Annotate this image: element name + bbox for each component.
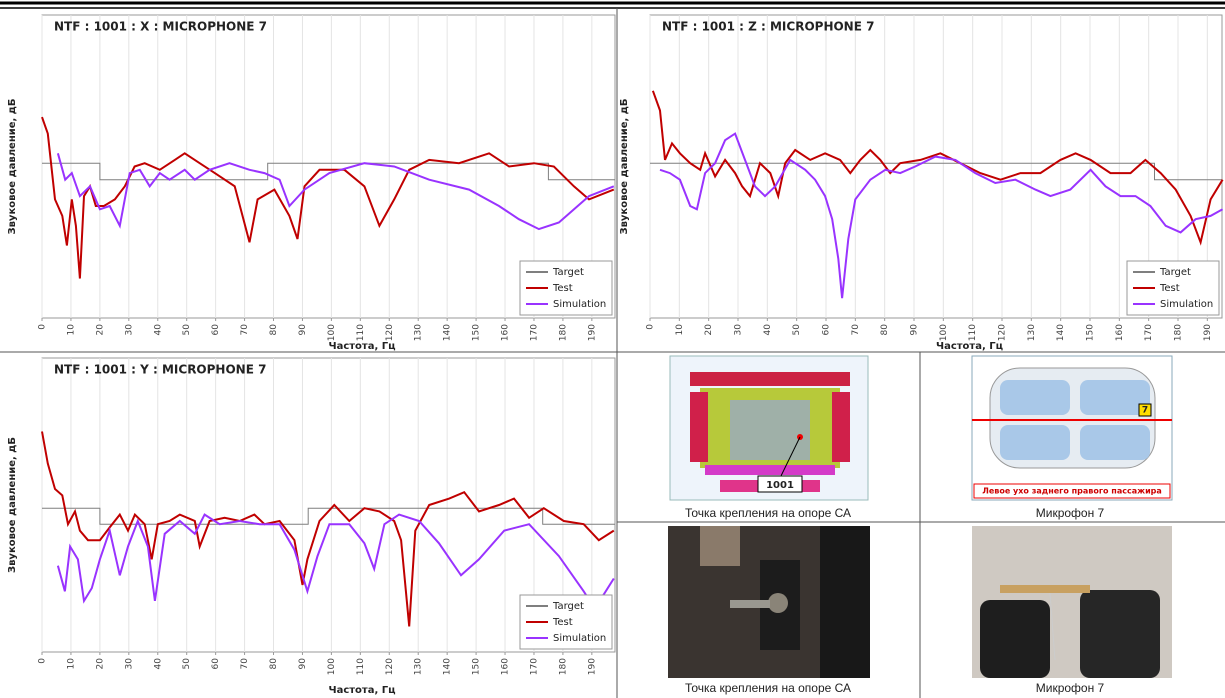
legend-label: Test	[552, 283, 573, 294]
x-tick-label: 40	[153, 324, 163, 336]
x-tick-label: 0	[38, 324, 48, 330]
chart-title: NTF : 1001 : Y : MICROPHONE 7	[54, 363, 266, 377]
photo-caption: Микрофон 7	[1036, 506, 1105, 520]
x-tick-label: 0	[38, 658, 48, 664]
x-tick-label: 170	[1144, 324, 1154, 341]
x-tick-label: 190	[587, 324, 597, 341]
x-tick-label: 130	[1027, 324, 1037, 341]
x-tick-label: 70	[240, 658, 250, 670]
y-axis-label: Звуковое давление, дБ	[7, 98, 18, 234]
x-tick-label: 180	[558, 324, 568, 341]
x-tick-label: 170	[529, 324, 539, 341]
photo-banner: Левое ухо заднего правого пассажира	[982, 487, 1162, 496]
x-tick-label: 90	[298, 324, 308, 336]
x-tick-label: 180	[1174, 324, 1184, 341]
x-tick-label: 50	[182, 658, 192, 670]
x-tick-label: 110	[968, 324, 978, 341]
x-tick-label: 80	[880, 324, 890, 336]
photo-microphone	[972, 526, 1172, 678]
photo-mount	[668, 526, 870, 678]
x-tick-label: 20	[95, 324, 105, 336]
x-axis-label: Частота, Гц	[936, 341, 1003, 352]
legend-label: Test	[1159, 283, 1180, 294]
photo-label: 1001	[766, 480, 794, 491]
photo-caption: Точка крепления на опоре СА	[685, 506, 851, 520]
x-tick-label: 40	[763, 324, 773, 336]
x-tick-label: 70	[240, 324, 250, 336]
x-tick-label: 90	[298, 658, 308, 670]
x-tick-label: 190	[1203, 324, 1213, 341]
photo-caption: Точка крепления на опоре СА	[685, 681, 851, 695]
chart-title: NTF : 1001 : Z : MICROPHONE 7	[662, 20, 874, 34]
x-tick-label: 80	[269, 658, 279, 670]
x-tick-label: 100	[327, 324, 337, 341]
x-tick-label: 150	[472, 324, 482, 341]
x-tick-label: 180	[558, 658, 568, 675]
x-tick-label: 130	[414, 658, 424, 675]
x-tick-label: 30	[734, 324, 744, 336]
legend-label: Target	[1159, 267, 1191, 278]
x-tick-label: 120	[998, 324, 1008, 341]
legend-label: Simulation	[1160, 299, 1213, 310]
x-tick-label: 110	[356, 658, 366, 675]
x-tick-label: 100	[939, 324, 949, 341]
y-axis-label: Звуковое давление, дБ	[7, 437, 18, 573]
x-tick-label: 160	[1115, 324, 1125, 341]
x-tick-label: 190	[587, 658, 597, 675]
x-tick-label: 10	[66, 658, 76, 670]
photo-label: 7	[1142, 406, 1148, 416]
photo-cabin-diagram: 7 Левое ухо заднего правого пассажира	[972, 356, 1172, 500]
photo-caption: Микрофон 7	[1036, 681, 1105, 695]
x-tick-label: 160	[501, 324, 511, 341]
x-tick-label: 40	[153, 658, 163, 670]
x-tick-label: 140	[1056, 324, 1066, 341]
legend-label: Target	[552, 601, 584, 612]
legend-label: Simulation	[553, 299, 606, 310]
x-tick-label: 70	[851, 324, 861, 336]
x-tick-label: 120	[385, 658, 395, 675]
x-tick-label: 90	[910, 324, 920, 336]
x-tick-label: 120	[385, 324, 395, 341]
chart-title: NTF : 1001 : X : MICROPHONE 7	[54, 20, 267, 34]
legend-label: Simulation	[553, 633, 606, 644]
x-axis-label: Частота, Гц	[329, 341, 396, 352]
legend-label: Test	[552, 617, 573, 628]
x-tick-label: 60	[211, 324, 221, 336]
x-tick-label: 170	[529, 658, 539, 675]
x-tick-label: 160	[501, 658, 511, 675]
x-tick-label: 140	[443, 658, 453, 675]
x-tick-label: 20	[95, 658, 105, 670]
x-tick-label: 140	[443, 324, 453, 341]
x-tick-label: 10	[675, 324, 685, 336]
y-axis-label: Звуковое давление, дБ	[619, 98, 630, 234]
x-tick-label: 20	[704, 324, 714, 336]
x-tick-label: 130	[414, 324, 424, 341]
x-axis-label: Частота, Гц	[329, 685, 396, 696]
x-tick-label: 80	[269, 324, 279, 336]
x-tick-label: 10	[66, 324, 76, 336]
x-tick-label: 60	[822, 324, 832, 336]
slide: 1001 Точка крепления на опоре СА 7 Левое…	[0, 0, 1225, 698]
photo-mount-drawing: 1001	[670, 356, 868, 500]
x-tick-label: 50	[182, 324, 192, 336]
x-tick-label: 30	[124, 658, 134, 670]
x-tick-label: 30	[124, 324, 134, 336]
x-tick-label: 0	[646, 324, 656, 330]
x-tick-label: 110	[356, 324, 366, 341]
legend-label: Target	[552, 267, 584, 278]
x-tick-label: 150	[1086, 324, 1096, 341]
x-tick-label: 60	[211, 658, 221, 670]
x-tick-label: 50	[792, 324, 802, 336]
x-tick-label: 150	[472, 658, 482, 675]
x-tick-label: 100	[327, 658, 337, 675]
